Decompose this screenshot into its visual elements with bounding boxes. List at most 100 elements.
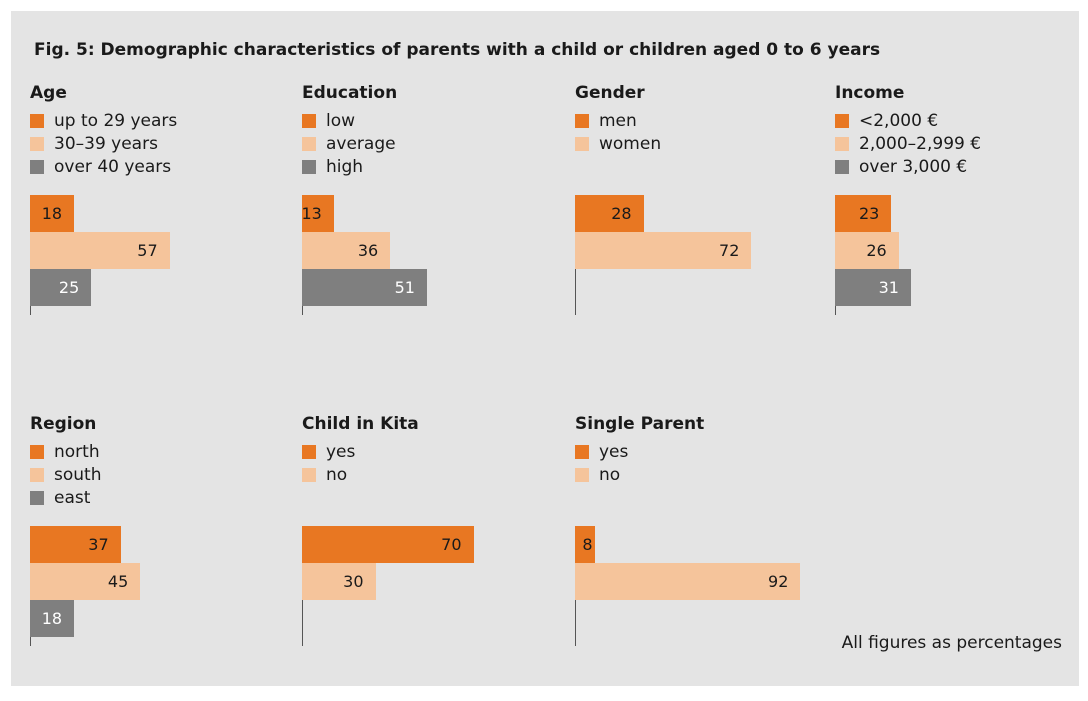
legend-item-low: low: [302, 109, 396, 132]
panel-title: Education: [302, 83, 398, 103]
legend: <2,000 €2,000–2,999 € over 3,000 €: [835, 109, 981, 178]
legend-swatch: [302, 444, 316, 459]
legend: north south east: [30, 440, 101, 509]
legend-label: average: [326, 133, 396, 154]
bar-yes: 70: [302, 526, 474, 563]
legend-label: 2,000–2,999 €: [859, 133, 982, 154]
legend: up to 29 years 30–39 years over 40 years: [30, 109, 177, 178]
bar-value-label: 13: [301, 204, 322, 223]
bar-value-label: 25: [58, 278, 80, 297]
bar-low: 13: [301, 195, 334, 232]
legend: low average high: [302, 109, 396, 178]
legend-swatch: [30, 490, 44, 505]
legend-label: north: [54, 441, 100, 462]
bar-high: 51: [302, 269, 427, 306]
legend-item-30-39-years: 30–39 years: [30, 132, 177, 155]
figure-title: Fig. 5: Demographic characteristics of p…: [34, 40, 881, 60]
legend: yes no: [575, 440, 628, 486]
bar-women: 72: [575, 232, 752, 269]
bar-value-label: 30: [343, 572, 364, 591]
bar-group: 23 26 31: [835, 195, 1075, 315]
bar-30-39-years: 57: [30, 232, 170, 269]
panel-title: Child in Kita: [302, 414, 419, 434]
panel-title: Single Parent: [575, 414, 705, 434]
bar-value-label: 18: [41, 609, 63, 628]
bar-value-label: 51: [394, 278, 415, 297]
legend-item-south: south: [30, 463, 101, 486]
bar-yes: 8: [575, 526, 595, 563]
legend-label: up to 29 years: [54, 110, 178, 131]
legend-item-over-3-000: over 3,000 €: [835, 155, 981, 178]
bar-value-label: 72: [719, 241, 740, 260]
legend-swatch: [30, 136, 44, 151]
legend-swatch: [30, 159, 44, 174]
legend: yes no: [302, 440, 355, 486]
panel-title: Age: [30, 83, 67, 103]
legend-item-women: women: [575, 132, 661, 155]
legend-swatch: [30, 444, 44, 459]
legend-swatch: [575, 467, 589, 482]
legend-swatch: [835, 136, 849, 151]
legend-item-yes: yes: [302, 440, 355, 463]
legend-item-2-000-2-999: 2,000–2,999 €: [835, 132, 981, 155]
bar-2-000-2-999: 26: [835, 232, 899, 269]
panel-title: Gender: [575, 83, 645, 103]
legend-swatch: [835, 159, 849, 174]
legend-label: no: [326, 464, 348, 485]
legend-item-over-40-years: over 40 years: [30, 155, 177, 178]
bar-east: 18: [30, 600, 75, 637]
legend-label: men: [599, 110, 637, 131]
bar-group: 18 57 25: [30, 195, 270, 315]
legend-label: yes: [599, 441, 629, 462]
bar-group: 70 30: [302, 526, 542, 646]
legend-item-east: east: [30, 486, 101, 509]
legend-label: women: [599, 133, 662, 154]
bar-no: 92: [575, 563, 801, 600]
bar-value-label: 28: [611, 204, 632, 223]
legend-item-2-000: <2,000 €: [835, 109, 981, 132]
legend-item-men: men: [575, 109, 661, 132]
legend-swatch: [302, 113, 316, 128]
legend-swatch: [30, 467, 44, 482]
legend-swatch: [575, 136, 589, 151]
legend-swatch: [575, 113, 589, 128]
legend-label: east: [54, 487, 91, 508]
footnote: All figures as percentages: [841, 633, 1062, 653]
legend-label: over 40 years: [54, 156, 172, 177]
legend-item-up-to-29-years: up to 29 years: [30, 109, 177, 132]
bar-value-label: 8: [582, 535, 593, 554]
legend-item-yes: yes: [575, 440, 628, 463]
bar-men: 28: [575, 195, 644, 232]
bar-up-to-29-years: 18: [30, 195, 75, 232]
legend-label: over 3,000 €: [859, 156, 968, 177]
bar-2-000: 23: [835, 195, 892, 232]
bar-value-label: 92: [768, 572, 789, 591]
legend-label: no: [599, 464, 621, 485]
bar-group: 28 72: [575, 195, 815, 315]
bar-average: 36: [302, 232, 391, 269]
panel-title: Region: [30, 414, 97, 434]
legend-swatch: [302, 159, 316, 174]
bar-value-label: 45: [107, 572, 129, 591]
bar-south: 45: [30, 563, 141, 600]
bar-no: 30: [302, 563, 376, 600]
legend-item-no: no: [575, 463, 628, 486]
bar-value-label: 36: [357, 241, 379, 260]
bar-value-label: 31: [878, 278, 899, 297]
legend-label: low: [326, 110, 356, 131]
figure: Fig. 5: Demographic characteristics of p…: [11, 11, 1079, 686]
legend-swatch: [302, 136, 316, 151]
legend-label: 30–39 years: [54, 133, 158, 154]
legend-swatch: [30, 113, 44, 128]
bar-value-label: 57: [137, 241, 158, 260]
bar-value-label: 70: [441, 535, 462, 554]
bar-value-label: 26: [866, 241, 887, 260]
bar-group: 37 45 18: [30, 526, 270, 646]
bar-value-label: 37: [88, 535, 109, 554]
bar-value-label: 23: [858, 204, 880, 223]
bar-over-3-000: 31: [835, 269, 911, 306]
bar-over-40-years: 25: [30, 269, 92, 306]
legend-item-no: no: [302, 463, 355, 486]
legend-label: high: [326, 156, 364, 177]
legend-swatch: [835, 113, 849, 128]
